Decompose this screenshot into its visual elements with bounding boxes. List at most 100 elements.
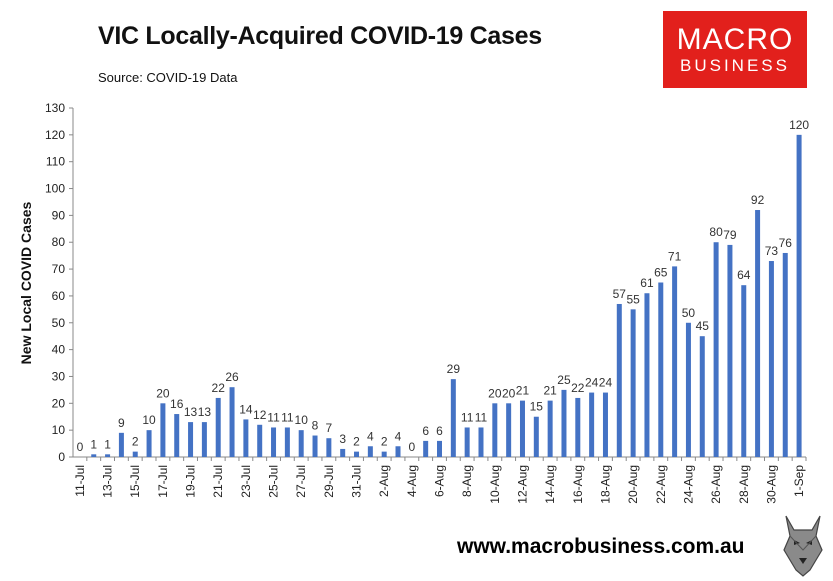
bar-value-label: 76 [779,236,793,250]
x-tick-label: 22-Aug [654,465,668,504]
bar-value-label: 4 [395,429,402,443]
bar-value-label: 0 [408,440,415,454]
bar [727,244,733,457]
bar [630,309,636,457]
bar [506,403,512,457]
x-tick-label: 15-Jul [128,465,142,498]
y-tick-label: 30 [52,369,66,383]
bar-value-label: 24 [599,376,613,390]
bar [174,414,180,457]
bar [713,242,719,457]
x-tick-label: 6-Aug [433,465,447,497]
logo-line-2: BUSINESS [680,56,790,75]
bar-value-label: 25 [557,373,571,387]
bar-value-label: 22 [571,381,585,395]
bar-value-label: 9 [118,416,125,430]
bar-value-label: 10 [142,413,156,427]
bar-value-label: 16 [170,397,184,411]
bar-value-label: 7 [326,421,333,435]
bar-value-label: 1 [104,437,111,451]
y-tick-label: 110 [46,155,65,169]
bar-value-label: 11 [267,410,280,424]
bar [312,435,318,457]
x-tick-label: 29-Jul [322,465,336,498]
y-tick-label: 90 [52,208,66,222]
y-tick-label: 60 [52,289,66,303]
bar [602,392,608,457]
y-axis-label: New Local COVID Cases [18,201,34,364]
x-tick-label: 21-Jul [211,465,225,498]
bar-value-label: 61 [640,276,654,290]
bar-value-label: 2 [132,435,139,449]
bar-value-label: 11 [475,410,488,424]
bar [367,446,373,457]
bar [644,293,650,457]
bar-value-label: 10 [295,413,309,427]
bar [201,422,207,457]
bar-value-label: 79 [723,228,737,242]
y-tick-label: 80 [52,235,66,249]
bar-value-label: 21 [543,384,557,398]
bar-value-label: 2 [381,435,388,449]
x-tick-label: 30-Aug [764,465,778,504]
bar [437,440,442,457]
bar [118,432,124,457]
bar-value-label: 92 [751,193,765,207]
macrobusiness-logo[interactable]: MACRO BUSINESS [663,11,807,88]
y-tick-label: 120 [45,128,65,142]
bar [105,454,111,457]
bar-value-label: 1 [90,437,97,451]
bar [658,282,664,457]
bar [271,427,277,457]
y-tick-label: 100 [45,182,65,196]
bar-value-label: 14 [239,402,253,416]
x-tick-label: 4-Aug [405,465,419,497]
wolf-icon [780,510,826,578]
bar [699,336,705,457]
x-tick-label: 26-Aug [709,465,723,504]
bar-value-label: 120 [789,118,809,132]
x-tick-label: 1-Sep [792,465,806,497]
x-tick-label: 10-Aug [488,465,502,504]
bar [91,454,97,457]
bar-value-label: 20 [156,386,170,400]
bar [381,451,387,457]
x-tick-label: 11-Jul [73,465,87,497]
bar [146,430,152,457]
bar [354,451,360,457]
bar-value-label: 73 [765,244,779,258]
bar-value-label: 71 [668,249,682,263]
bar-value-label: 11 [281,410,294,424]
bar [796,134,802,457]
bar-value-label: 29 [447,362,461,376]
bar [229,387,235,457]
website-url[interactable]: www.macrobusiness.com.au [457,535,745,558]
bar-value-label: 20 [488,386,502,400]
bar [755,210,761,457]
x-tick-label: 12-Aug [515,465,529,504]
bar [395,446,401,457]
x-tick-label: 2-Aug [377,465,391,497]
bar [782,252,788,457]
x-tick-label: 24-Aug [681,465,695,504]
bar-value-label: 6 [436,424,443,438]
x-tick-label: 17-Jul [156,465,170,498]
x-tick-label: 14-Aug [543,465,557,504]
bar [284,427,290,457]
bar-value-label: 57 [613,287,627,301]
x-axis-tick-labels: 11-Jul 13-Jul 15-Jul 17-Jul 19-Jul 21-Jul 23-J… [73,465,806,504]
bar [547,400,553,457]
bar [741,285,747,457]
bar-value-label: 11 [461,410,474,424]
x-tick-label: 18-Aug [598,465,612,504]
bar [188,422,194,457]
bar [298,430,304,457]
bars [91,134,802,457]
bar [450,379,456,457]
x-tick-label: 13-Jul [101,465,115,498]
logo-line-1: MACRO [676,23,794,56]
x-tick-label: 31-Jul [350,465,364,498]
